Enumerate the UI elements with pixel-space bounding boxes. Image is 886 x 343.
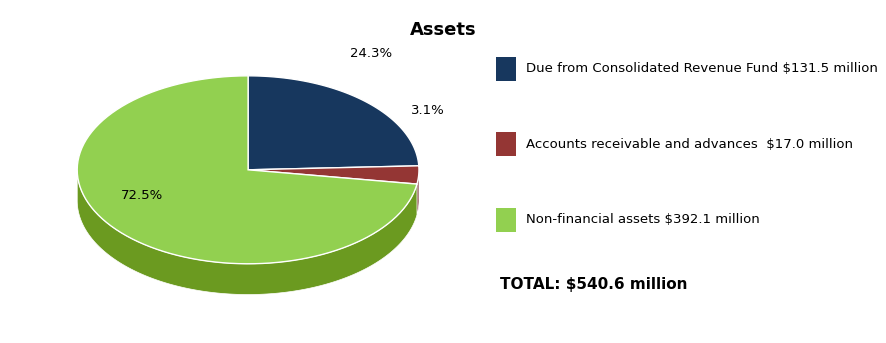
Text: 24.3%: 24.3%	[350, 47, 392, 60]
Text: TOTAL: $540.6 million: TOTAL: $540.6 million	[500, 277, 688, 292]
Text: Accounts receivable and advances  $17.0 million: Accounts receivable and advances $17.0 m…	[526, 138, 853, 151]
Text: Due from Consolidated Revenue Fund $131.5 million: Due from Consolidated Revenue Fund $131.…	[526, 62, 878, 75]
Text: Non-financial assets $392.1 million: Non-financial assets $392.1 million	[526, 213, 760, 226]
Polygon shape	[248, 166, 419, 184]
Polygon shape	[248, 170, 417, 215]
Polygon shape	[77, 76, 417, 264]
Text: 3.1%: 3.1%	[410, 104, 445, 117]
Polygon shape	[248, 76, 419, 170]
Polygon shape	[77, 169, 417, 295]
Polygon shape	[417, 168, 419, 215]
Text: 72.5%: 72.5%	[121, 189, 163, 202]
Polygon shape	[248, 170, 417, 215]
Text: Assets: Assets	[409, 21, 477, 38]
